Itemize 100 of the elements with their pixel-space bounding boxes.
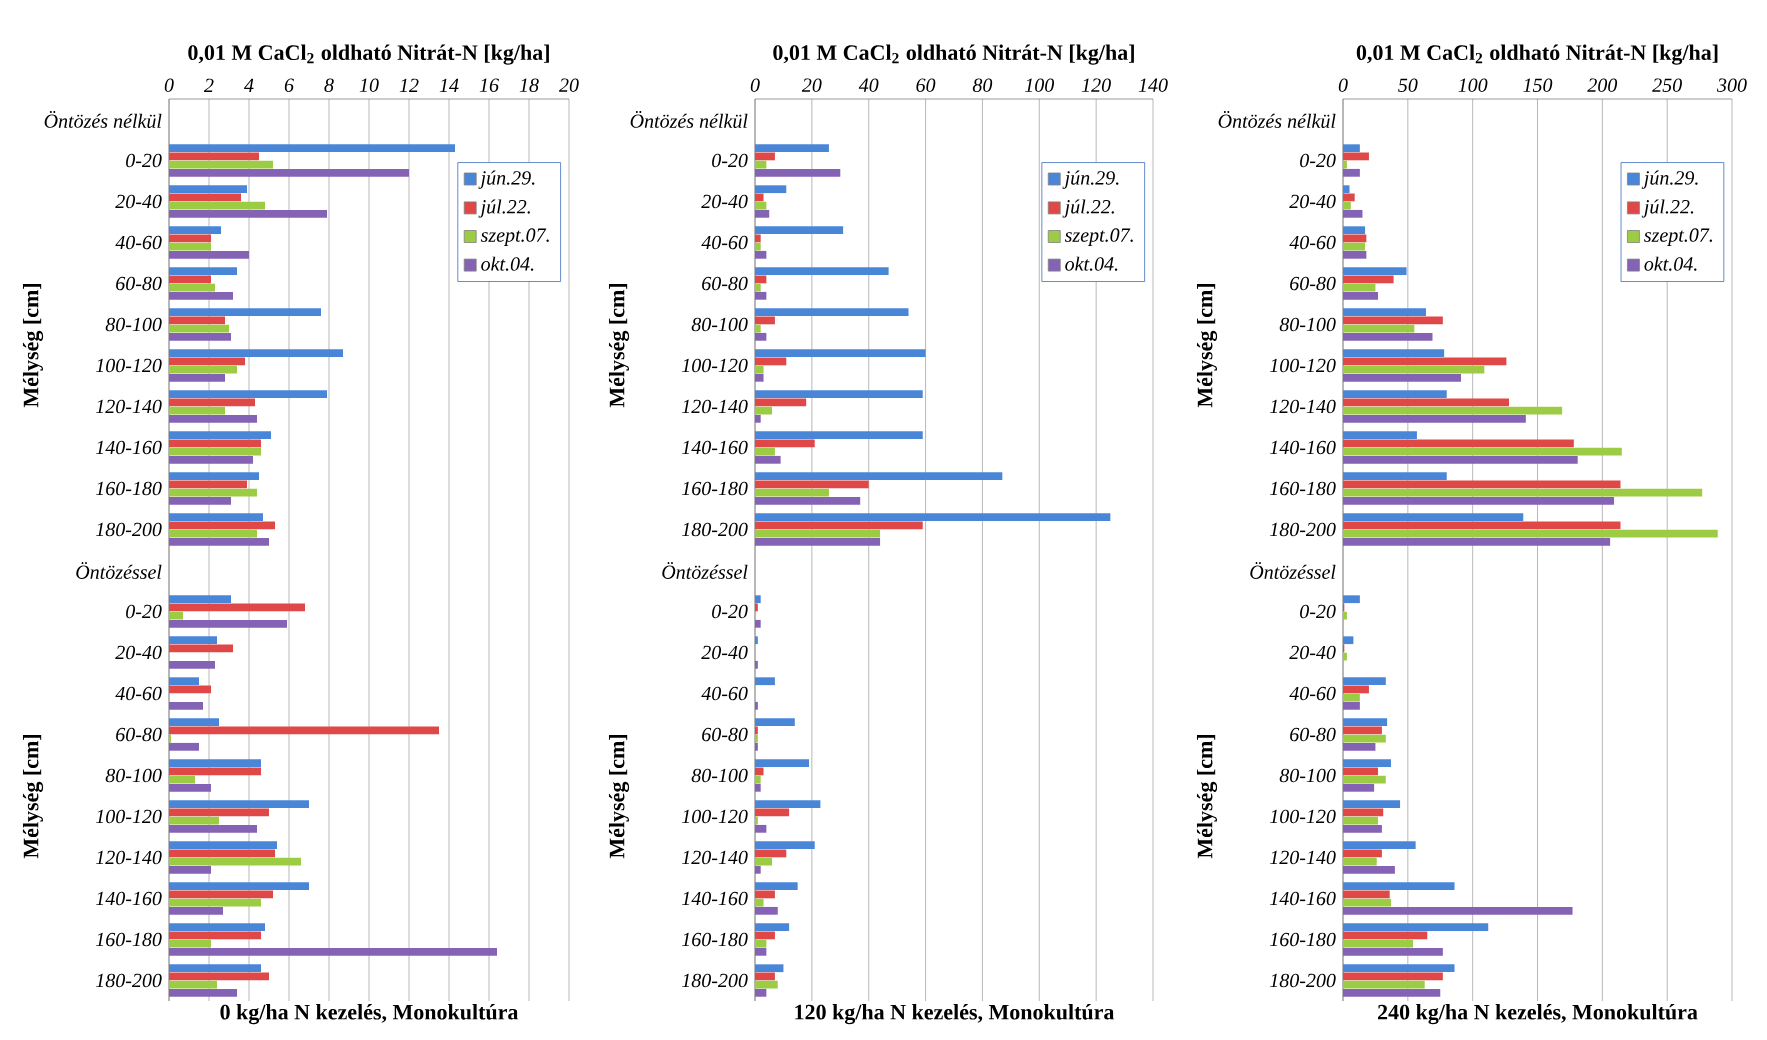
bar [755,414,761,423]
x-tick-label: 4 [244,78,254,92]
y-tick-label: Öntözéssel [662,562,748,579]
bar [755,308,909,317]
bar [755,988,767,997]
bar [1343,685,1369,694]
bar [1343,316,1443,325]
bar [1343,521,1621,530]
bar [169,800,309,809]
bar [169,185,247,194]
y-tick-label: 180-200 [682,973,748,988]
bar [169,644,234,653]
bar [755,193,764,202]
x-tick-label: 0 [750,78,760,92]
bar [169,849,276,858]
y-tick-label: 80-100 [105,768,162,783]
y-tick-label: 20-40 [701,194,748,209]
bar [1343,849,1382,858]
x-tick-label: 16 [479,78,499,92]
bar [169,283,215,292]
bar [755,603,758,612]
bar [169,496,232,505]
y-tick-label: 140-160 [1270,440,1336,455]
bar [169,980,217,989]
bar [169,824,257,833]
bar [169,964,261,973]
x-tick-label: 100 [1458,78,1488,92]
bar [169,226,221,235]
bar [1343,390,1447,399]
bar [1343,349,1445,358]
bar [755,447,775,456]
bar [1343,767,1379,776]
y-tick-label: 20-40 [701,645,748,660]
bar [1343,496,1615,505]
x-tick-label: 20 [559,78,579,92]
bar [169,808,269,817]
bar [169,201,265,210]
bar [169,939,211,948]
bar [169,816,219,825]
x-tick-label: 40 [858,78,879,92]
bar [169,365,238,374]
legend-label: jún.29. [478,170,535,189]
bar [755,841,815,850]
bar [1343,939,1414,948]
bar [1343,775,1386,784]
bar [755,537,881,546]
bar [1343,693,1360,702]
y-tick-label: 0-20 [1300,153,1336,168]
bar [755,267,889,276]
x-axis-title: 0,01 M CaCl$_{2}$ oldható Nitrát-N [kg/ha] [1356,44,1718,65]
x-tick-label: 6 [284,78,294,92]
y-tick-label: 40-60 [1289,235,1336,250]
x-tick-label: 0 [1338,78,1348,92]
x-tick-label: 12 [399,78,419,92]
bar [1343,800,1401,809]
bar [169,685,211,694]
bar [1343,308,1426,317]
x-tick-label: 20 [801,78,822,92]
bar [169,972,269,981]
y-tick-label: 0-20 [712,604,748,619]
y-tick-label: 160-180 [1270,481,1336,496]
bar [169,447,261,456]
y-tick-label: 40-60 [701,686,748,701]
bar [169,324,230,333]
bar [1343,185,1350,194]
y-tick-label: 60-80 [702,276,748,291]
y-tick-label: 20-40 [115,194,162,209]
y-tick-label: 60-80 [116,727,162,742]
bar [1343,144,1360,153]
bar [1343,783,1375,792]
bar [169,898,261,907]
bar [1343,947,1443,956]
bar [755,513,1111,522]
bar [169,480,247,489]
bar [755,332,767,341]
bar [1343,472,1447,481]
bar [169,611,183,620]
bar [755,242,761,251]
bar [1343,677,1386,686]
y-tick-label: 180-200 [1270,522,1336,537]
y-tick-label: 60-80 [1290,727,1336,742]
x-tick-label: 140 [1138,78,1168,92]
y-tick-label: 160-180 [682,932,748,947]
bar [169,890,274,899]
bar [1343,480,1621,489]
x-axis-title: 0,01 M CaCl$_{2}$ oldható Nitrát-N [kg/ha] [773,44,1134,65]
bar [755,398,807,407]
bar [1343,488,1703,497]
bar [755,439,815,448]
bar [755,923,790,932]
bar [755,718,795,727]
x-tick-label: 250 [1652,78,1682,92]
y-tick-label: 100-120 [682,809,748,824]
bar [755,496,861,505]
bar [755,406,773,415]
bar [169,332,232,341]
bar [169,537,269,546]
y-tick-label: 20-40 [1289,194,1336,209]
y-tick-label: 140-160 [96,891,162,906]
bar [1343,898,1391,907]
